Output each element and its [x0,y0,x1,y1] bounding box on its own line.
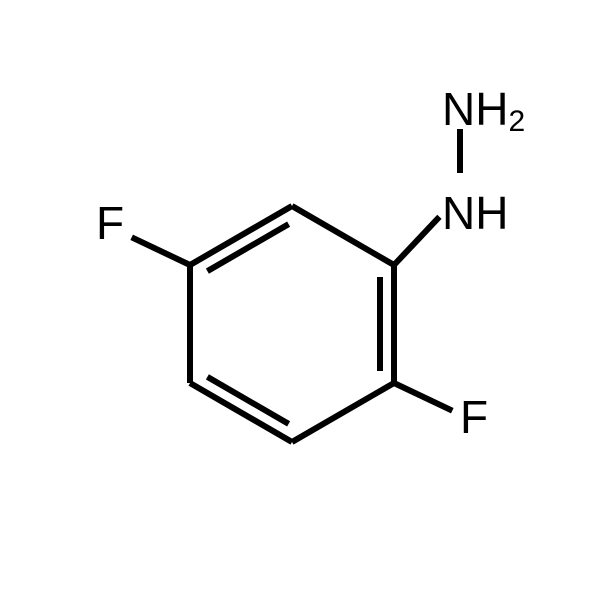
bond [394,217,439,265]
atom-label-nh: NH [442,187,508,239]
bond [190,383,292,442]
atom-label-nh2: NH2 [442,83,525,138]
atom-label-f-top: F [96,197,124,249]
atom-label-f-bottom: F [460,391,488,443]
bond [190,206,292,265]
bond [132,237,190,265]
bond [292,383,394,442]
molecule-diagram: F F NH NH2 [0,0,600,600]
bond [292,206,394,265]
bond [394,383,452,411]
